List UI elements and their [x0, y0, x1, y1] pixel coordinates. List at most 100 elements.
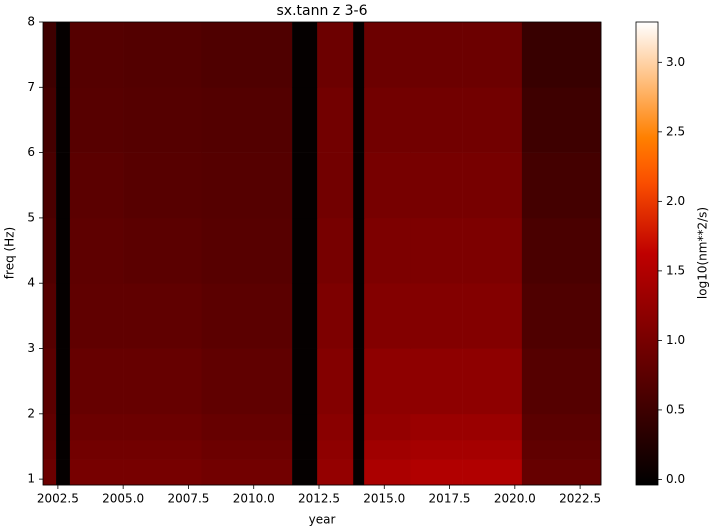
heatmap-cell	[364, 283, 411, 349]
heatmap-cell	[317, 152, 354, 219]
heatmap-cell	[521, 87, 602, 153]
y-tick-label: 1	[27, 472, 35, 486]
heatmap-cell	[201, 87, 293, 153]
heatmap-cell	[69, 348, 124, 415]
heatmap-cell	[56, 22, 71, 88]
heatmap-cell	[201, 217, 293, 284]
heatmap-cell	[410, 439, 463, 460]
heatmap-cell	[292, 152, 318, 219]
x-tick-label: 2007.5	[167, 492, 209, 506]
colorbar-tick-label: 0.0	[666, 472, 685, 486]
heatmap-cell	[123, 413, 202, 441]
heatmap-cell	[69, 459, 124, 486]
heatmap-cell	[56, 152, 71, 219]
heatmap-cell	[521, 283, 602, 349]
heatmap-cell	[317, 87, 354, 153]
heatmap-cell	[317, 439, 354, 460]
heatmap-cell	[292, 348, 318, 415]
heatmap-cell	[43, 283, 57, 349]
heatmap-cell	[292, 87, 318, 153]
heatmap-cell	[43, 348, 57, 415]
heatmap-cell	[317, 22, 354, 88]
heatmap-cell	[43, 22, 57, 88]
heatmap-cell	[317, 283, 354, 349]
heatmap-cell	[43, 217, 57, 284]
heatmap-cell	[201, 439, 293, 460]
heatmap-cell	[292, 459, 318, 486]
heatmap-cell	[201, 283, 293, 349]
y-tick-label: 7	[27, 80, 35, 94]
heatmap-cell	[317, 459, 354, 486]
chart-title: sx.tann z 3-6	[277, 3, 368, 19]
heatmap-cell	[123, 283, 202, 349]
heatmap-cell	[69, 439, 124, 460]
x-axis-label: year	[309, 513, 336, 527]
heatmap-cell	[201, 152, 293, 219]
heatmap-cell	[56, 413, 71, 441]
heatmap-cell	[353, 283, 365, 349]
x-tick-label: 2012.5	[298, 492, 340, 506]
heatmap-cell	[56, 348, 71, 415]
heatmap-cell	[364, 87, 411, 153]
colorbar-tick-label: 2.0	[666, 194, 685, 208]
heatmap-cell	[56, 283, 71, 349]
heatmap-cell	[364, 413, 411, 441]
heatmap-cell	[353, 348, 365, 415]
heatmap-cell	[521, 152, 602, 219]
heatmap-cell	[364, 22, 411, 88]
heatmap-cell	[462, 348, 523, 415]
heatmap-cell	[69, 413, 124, 441]
x-tick-label: 2010.0	[233, 492, 275, 506]
heatmap-cell	[364, 439, 411, 460]
heatmap-cell	[462, 283, 523, 349]
heatmap-cell	[43, 87, 57, 153]
heatmap-cell	[123, 439, 202, 460]
heatmap-cell	[123, 348, 202, 415]
heatmap-cell	[56, 87, 71, 153]
colorbar	[635, 21, 659, 486]
heatmap-cell	[317, 413, 354, 441]
heatmap-cell	[410, 348, 463, 415]
heatmap-cell	[292, 283, 318, 349]
heatmap-cell	[364, 348, 411, 415]
heatmap-cell	[462, 459, 523, 486]
y-tick-label: 4	[27, 276, 35, 290]
heatmap-cell	[69, 217, 124, 284]
heatmap-cell	[353, 439, 365, 460]
heatmap-cell	[410, 413, 463, 441]
heatmap-cell	[292, 22, 318, 88]
x-tick-label: 2015.0	[363, 492, 405, 506]
heatmap-cell	[410, 87, 463, 153]
heatmap-cell	[410, 22, 463, 88]
heatmap-cell	[410, 217, 463, 284]
heatmap-cell	[353, 22, 365, 88]
colorbar-tick-label: 1.0	[666, 333, 685, 347]
heatmap-cell	[353, 217, 365, 284]
heatmap-cell	[521, 217, 602, 284]
y-tick-label: 2	[27, 406, 35, 420]
heatmap-cell	[43, 439, 57, 460]
heatmap-cell	[43, 459, 57, 486]
heatmap-cell	[43, 152, 57, 219]
heatmap-cell	[69, 283, 124, 349]
heatmap-cell	[201, 459, 293, 486]
colorbar-label: log10(nm**2/s)	[696, 207, 710, 299]
heatmap-cell	[56, 217, 71, 284]
heatmap-cell	[364, 217, 411, 284]
heatmap-cell	[123, 459, 202, 486]
heatmap-cell	[462, 439, 523, 460]
heatmap-cell	[410, 152, 463, 219]
heatmap-cell	[521, 22, 602, 88]
heatmap-cell	[201, 413, 293, 441]
heatmap-cell	[43, 413, 57, 441]
heatmap-cell	[123, 217, 202, 284]
plot-frame	[42, 21, 602, 486]
heatmap-cell	[462, 217, 523, 284]
heatmap-cell	[462, 152, 523, 219]
heatmap-cell	[201, 22, 293, 88]
heatmap-cell	[317, 348, 354, 415]
heatmap-cell	[521, 439, 602, 460]
heatmap-cell	[56, 459, 71, 486]
heatmap-cell	[462, 87, 523, 153]
